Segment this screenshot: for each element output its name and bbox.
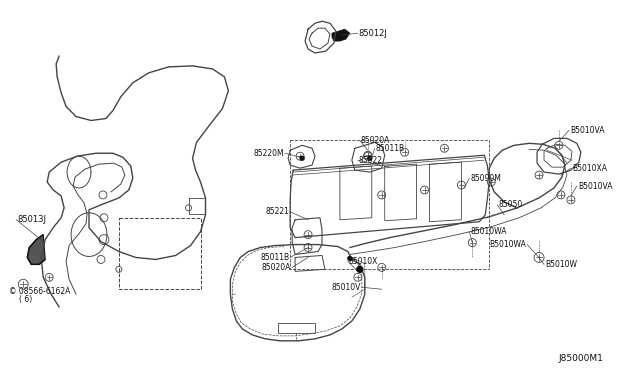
Text: 85020A: 85020A bbox=[361, 136, 390, 145]
Text: B5010WA: B5010WA bbox=[489, 240, 526, 249]
Text: B5010XA: B5010XA bbox=[572, 164, 607, 173]
Circle shape bbox=[348, 256, 352, 260]
Text: 85022: 85022 bbox=[359, 156, 383, 165]
Text: ( 6): ( 6) bbox=[19, 295, 33, 304]
Polygon shape bbox=[332, 29, 350, 41]
Circle shape bbox=[368, 156, 372, 160]
Text: 85011B: 85011B bbox=[376, 144, 405, 153]
Text: 85010WA: 85010WA bbox=[470, 227, 507, 236]
Text: © 08566-6162A: © 08566-6162A bbox=[10, 287, 71, 296]
Text: J85000M1: J85000M1 bbox=[559, 354, 604, 363]
Text: 85010X: 85010X bbox=[349, 257, 378, 266]
Text: 85011B: 85011B bbox=[260, 253, 289, 262]
Text: 85220M: 85220M bbox=[253, 149, 284, 158]
Text: 85012J: 85012J bbox=[359, 29, 388, 38]
Text: B5010VA: B5010VA bbox=[578, 182, 612, 190]
Circle shape bbox=[300, 156, 304, 160]
Polygon shape bbox=[28, 235, 45, 264]
Text: 85020A: 85020A bbox=[262, 263, 291, 272]
Text: 85090M: 85090M bbox=[470, 174, 501, 183]
Text: B5010W: B5010W bbox=[545, 260, 577, 269]
Text: 85050: 85050 bbox=[498, 201, 522, 209]
Text: 85221: 85221 bbox=[265, 207, 289, 216]
Circle shape bbox=[357, 266, 363, 272]
Text: 85010V: 85010V bbox=[332, 283, 361, 292]
Text: B5010VA: B5010VA bbox=[570, 126, 604, 135]
Text: 85013J: 85013J bbox=[17, 215, 46, 224]
